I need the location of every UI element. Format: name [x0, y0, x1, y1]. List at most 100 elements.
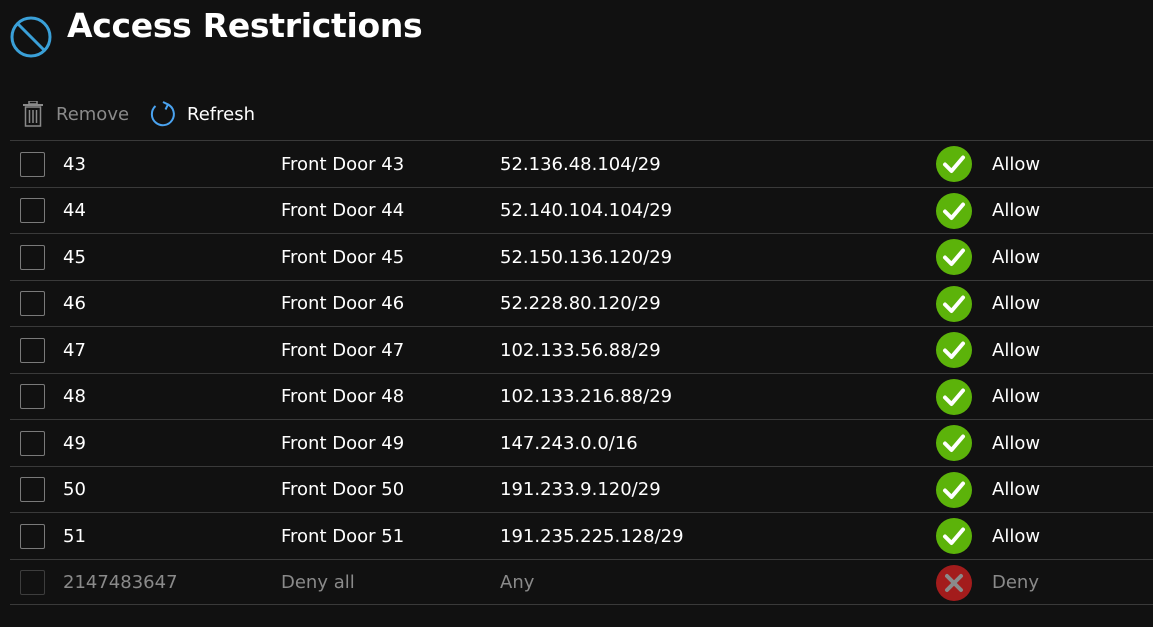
- priority-cell: 46: [63, 293, 86, 314]
- status-icon-cell: [936, 188, 972, 234]
- status-icon-cell: [936, 560, 972, 606]
- status-icon-cell: [936, 513, 972, 559]
- row-checkbox[interactable]: [20, 151, 45, 177]
- ip-address-cell: 52.228.80.120/29: [500, 293, 661, 314]
- table-row: 51 Front Door 51 191.235.225.128/29 Allo…: [10, 512, 1153, 559]
- page-title: Access Restrictions: [67, 6, 423, 45]
- page-header: Access Restrictions: [0, 0, 1153, 80]
- refresh-icon: [150, 101, 175, 127]
- row-checkbox[interactable]: [20, 477, 45, 502]
- allow-check-icon: [936, 239, 972, 275]
- remove-label: Remove: [56, 103, 130, 125]
- rule-name-cell: Front Door 44: [281, 200, 405, 221]
- trash-icon: [23, 101, 43, 127]
- row-checkbox[interactable]: [20, 291, 45, 316]
- row-checkbox[interactable]: [20, 430, 45, 456]
- status-icon-cell: [936, 420, 972, 466]
- table-row: 45 Front Door 45 52.150.136.120/29 Allow: [10, 233, 1153, 280]
- status-icon-cell: [936, 327, 972, 373]
- action-cell: Allow: [992, 246, 1041, 268]
- row-checkbox-cell: [20, 513, 45, 559]
- table-row: 2147483647 Deny all Any Deny: [10, 558, 1153, 606]
- allow-check-icon: [936, 425, 972, 461]
- table-row: 50 Front Door 50 191.233.9.120/29 Allow: [10, 465, 1153, 513]
- rule-name-cell: Front Door 48: [281, 386, 405, 407]
- action-cell: Allow: [992, 153, 1041, 175]
- table-row: 48 Front Door 48 102.133.216.88/29 Allow: [10, 372, 1153, 420]
- action-cell: Allow: [992, 432, 1041, 454]
- row-checkbox[interactable]: [20, 570, 45, 595]
- allow-check-icon: [936, 192, 972, 229]
- priority-cell: 43: [63, 153, 86, 175]
- blocked-icon: [10, 16, 52, 58]
- row-checkbox[interactable]: [20, 244, 45, 270]
- deny-x-icon: [936, 564, 972, 601]
- allow-check-icon: [936, 332, 972, 368]
- priority-cell: 49: [63, 432, 86, 454]
- status-icon-cell: [936, 234, 972, 280]
- row-checkbox-cell: [20, 141, 45, 187]
- table-row: 47 Front Door 47 102.133.56.88/29 Allow: [10, 326, 1153, 373]
- ip-address-cell: 102.133.216.88/29: [500, 386, 673, 407]
- rule-name-cell: Front Door 49: [281, 432, 405, 454]
- row-checkbox-cell: [20, 327, 45, 373]
- priority-cell: 51: [63, 525, 86, 547]
- allow-check-icon: [936, 146, 972, 182]
- rule-name-cell: Front Door 43: [281, 153, 405, 175]
- status-icon-cell: [936, 281, 972, 327]
- ip-address-cell: 191.233.9.120/29: [500, 479, 661, 500]
- ip-address-cell: 52.140.104.104/29: [500, 200, 673, 221]
- row-checkbox-cell: [20, 374, 45, 420]
- row-checkbox-cell: [20, 281, 45, 327]
- row-checkbox-cell: [20, 467, 45, 513]
- allow-check-icon: [936, 518, 972, 554]
- allow-check-icon: [936, 471, 972, 508]
- rule-name-cell: Front Door 50: [281, 479, 405, 500]
- priority-cell: 45: [63, 246, 86, 268]
- row-checkbox[interactable]: [20, 384, 45, 409]
- ip-address-cell: 191.235.225.128/29: [500, 525, 684, 547]
- table-row: 46 Front Door 46 52.228.80.120/29 Allow: [10, 279, 1153, 327]
- priority-cell: 44: [63, 200, 86, 221]
- row-checkbox[interactable]: [20, 198, 45, 223]
- row-checkbox-cell: [20, 188, 45, 234]
- action-cell: Allow: [992, 339, 1041, 361]
- row-checkbox[interactable]: [20, 337, 45, 363]
- ip-address-cell: 147.243.0.0/16: [500, 432, 638, 454]
- rule-name-cell: Deny all: [281, 572, 355, 593]
- remove-button[interactable]: Remove: [22, 96, 129, 132]
- status-icon-cell: [936, 467, 972, 513]
- ip-address-cell: Any: [500, 572, 535, 593]
- table-row: 43 Front Door 43 52.136.48.104/29 Allow: [10, 140, 1153, 187]
- row-checkbox-cell: [20, 234, 45, 280]
- ip-address-cell: 52.150.136.120/29: [500, 246, 673, 268]
- action-cell: Allow: [992, 200, 1041, 221]
- ip-address-cell: 52.136.48.104/29: [500, 153, 661, 175]
- action-cell: Allow: [992, 479, 1041, 500]
- table-row: 49 Front Door 49 147.243.0.0/16 Allow: [10, 419, 1153, 466]
- toolbar: Remove Refresh: [0, 96, 1153, 132]
- priority-cell: 2147483647: [63, 572, 178, 593]
- refresh-label: Refresh: [187, 103, 255, 125]
- row-checkbox-cell: [20, 560, 45, 606]
- status-icon-cell: [936, 374, 972, 420]
- action-cell: Allow: [992, 525, 1041, 547]
- rule-name-cell: Front Door 45: [281, 246, 405, 268]
- rules-table: 43 Front Door 43 52.136.48.104/29 Allow …: [10, 140, 1153, 605]
- action-cell: Allow: [992, 386, 1041, 407]
- action-cell: Allow: [992, 293, 1041, 314]
- allow-check-icon: [936, 285, 972, 322]
- rule-name-cell: Front Door 47: [281, 339, 405, 361]
- ip-address-cell: 102.133.56.88/29: [500, 339, 661, 361]
- rule-name-cell: Front Door 46: [281, 293, 405, 314]
- row-checkbox-cell: [20, 420, 45, 466]
- table-row: 44 Front Door 44 52.140.104.104/29 Allow: [10, 186, 1153, 234]
- row-checkbox[interactable]: [20, 523, 45, 549]
- allow-check-icon: [936, 378, 972, 415]
- priority-cell: 48: [63, 386, 86, 407]
- priority-cell: 50: [63, 479, 86, 500]
- refresh-button[interactable]: Refresh: [150, 96, 255, 132]
- action-cell: Deny: [992, 572, 1039, 593]
- rule-name-cell: Front Door 51: [281, 525, 405, 547]
